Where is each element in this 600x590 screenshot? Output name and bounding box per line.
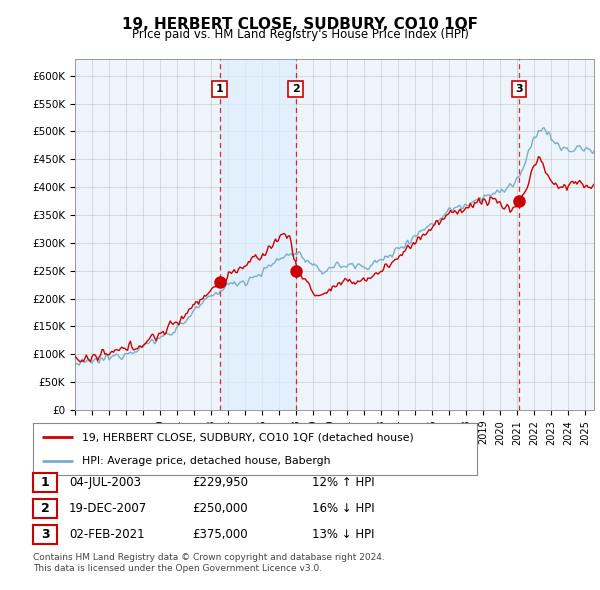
Text: 19-DEC-2007: 19-DEC-2007 <box>69 502 147 515</box>
Text: 2: 2 <box>292 84 299 94</box>
Text: 1: 1 <box>41 476 49 489</box>
Text: £229,950: £229,950 <box>192 476 248 489</box>
Text: £250,000: £250,000 <box>192 502 248 515</box>
Text: 3: 3 <box>515 84 523 94</box>
Text: 19, HERBERT CLOSE, SUDBURY, CO10 1QF: 19, HERBERT CLOSE, SUDBURY, CO10 1QF <box>122 17 478 31</box>
Text: 16% ↓ HPI: 16% ↓ HPI <box>312 502 374 515</box>
Text: 04-JUL-2003: 04-JUL-2003 <box>69 476 141 489</box>
Text: Contains HM Land Registry data © Crown copyright and database right 2024.: Contains HM Land Registry data © Crown c… <box>33 553 385 562</box>
Text: 02-FEB-2021: 02-FEB-2021 <box>69 528 145 541</box>
Text: 1: 1 <box>216 84 224 94</box>
Text: Price paid vs. HM Land Registry's House Price Index (HPI): Price paid vs. HM Land Registry's House … <box>131 28 469 41</box>
Text: 3: 3 <box>41 528 49 541</box>
Text: This data is licensed under the Open Government Licence v3.0.: This data is licensed under the Open Gov… <box>33 565 322 573</box>
Text: 13% ↓ HPI: 13% ↓ HPI <box>312 528 374 541</box>
Text: 2: 2 <box>41 502 49 515</box>
Bar <box>220 59 296 410</box>
Text: 12% ↑ HPI: 12% ↑ HPI <box>312 476 374 489</box>
Text: 19, HERBERT CLOSE, SUDBURY, CO10 1QF (detached house): 19, HERBERT CLOSE, SUDBURY, CO10 1QF (de… <box>82 432 413 442</box>
Text: £375,000: £375,000 <box>192 528 248 541</box>
Text: HPI: Average price, detached house, Babergh: HPI: Average price, detached house, Babe… <box>82 456 331 466</box>
